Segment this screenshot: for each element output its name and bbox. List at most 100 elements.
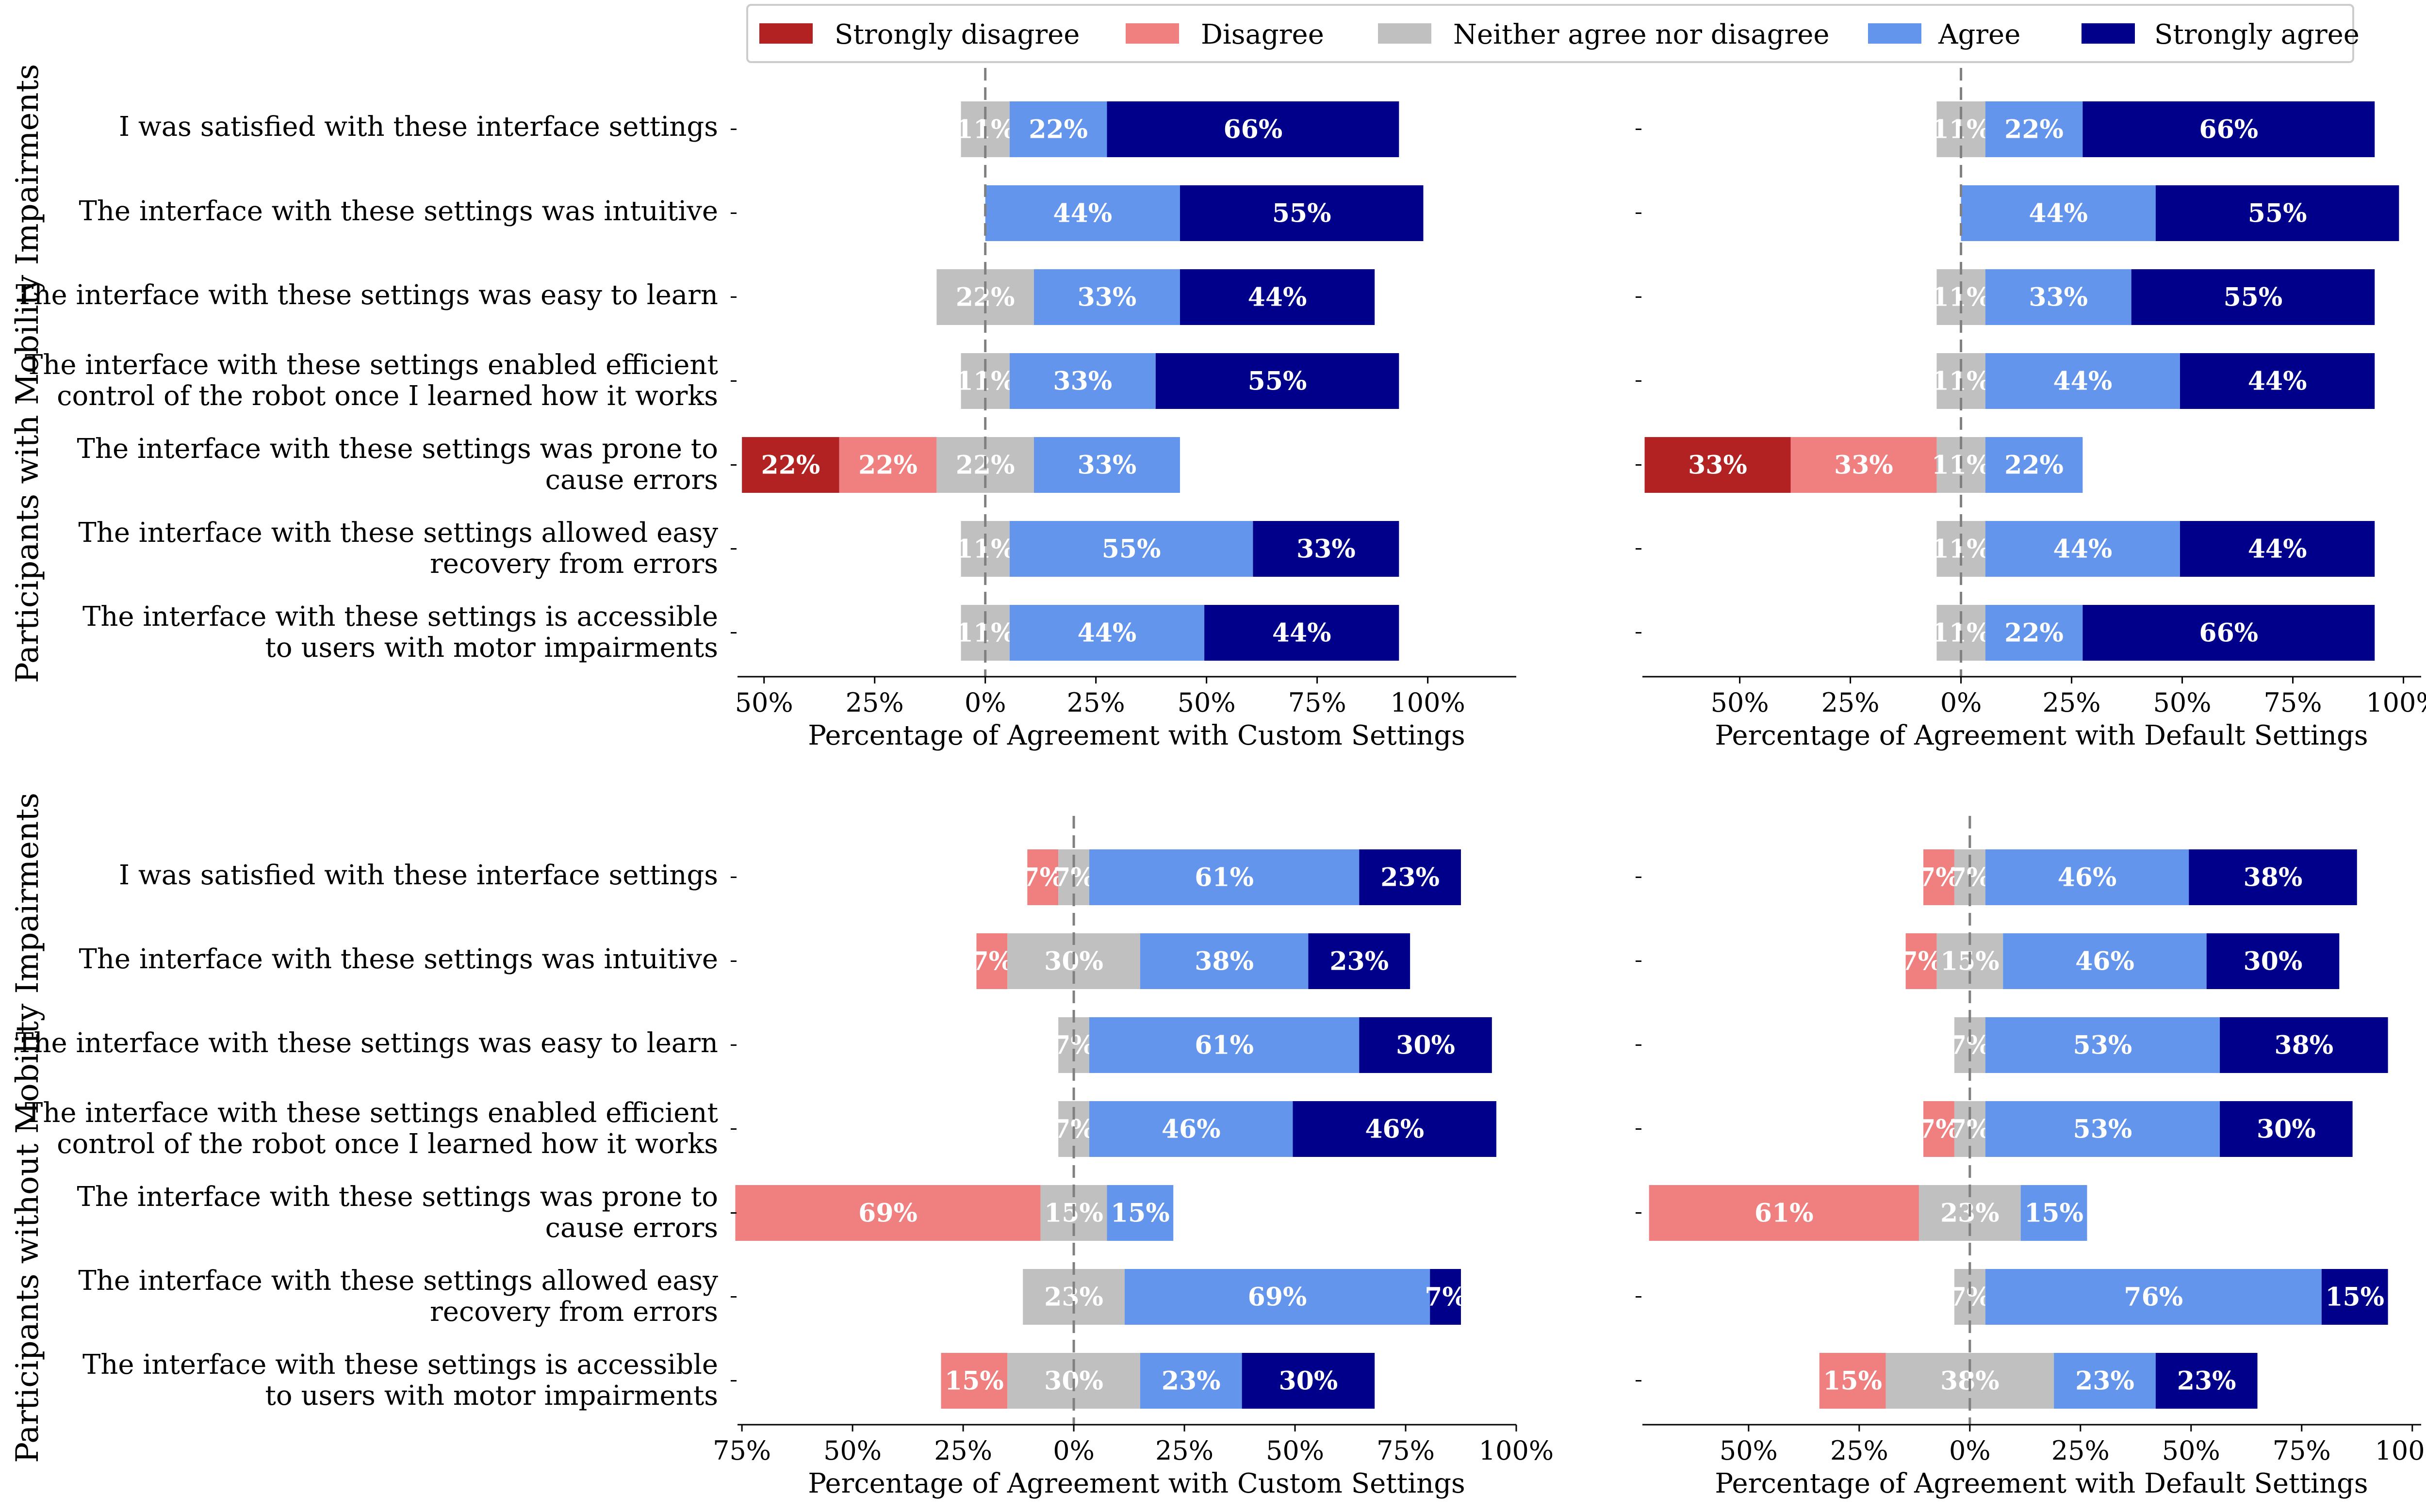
bar-value-label: 33% [1296, 535, 1356, 564]
legend-swatch-agree [1868, 23, 1921, 44]
bar-strongly-agree [2321, 1269, 2388, 1325]
bar-agree [1985, 1101, 2220, 1157]
bar-strongly-agree [1180, 185, 1424, 241]
bar-strongly-agree [2155, 1353, 2258, 1409]
bar-value-label: 76% [2124, 1283, 2183, 1312]
bar-value-label: 46% [1365, 1115, 1424, 1144]
bar-neither-agree-nor-disagree [1023, 1269, 1125, 1325]
bar-value-label: 22% [2004, 115, 2064, 145]
x-tick-label: 100% [2366, 687, 2426, 718]
bar-value-label: 22% [761, 451, 820, 480]
x-tick-label: 25% [1830, 1435, 1888, 1466]
x-tick-label: 25% [846, 687, 904, 718]
bar-value-label: 61% [1195, 1031, 1254, 1060]
x-tick-label: 100% [1479, 1435, 1554, 1466]
bar-strongly-agree [2206, 933, 2340, 989]
question-label: The interface with these settings was ea… [16, 279, 718, 311]
bar-value-label: 30% [2257, 1115, 2316, 1144]
question-label: I was satisfied with these interface set… [119, 111, 718, 143]
bar-value-label: 53% [2073, 1031, 2132, 1060]
chart-without-impairments-custom: 7%7% 61% 23%7% 30% 38% 23%7% 61% 30%7% 46% 46%69%… [713, 816, 1554, 1499]
bar-disagree [1649, 1185, 1919, 1241]
bar-agree [1985, 605, 2083, 661]
group-title-with-impairments: Participants with Mobility Impairments [10, 64, 46, 683]
x-tick-label: 50% [2162, 1435, 2220, 1466]
x-tick-label: 0% [1940, 687, 1982, 718]
x-axis-title: Percentage of Agreement with Default Set… [1715, 720, 2368, 751]
bar-value-label: 30% [1279, 1366, 1338, 1396]
legend-swatch-strongly-disagree [759, 23, 813, 44]
legend-label-neither: Neither agree nor disagree [1453, 19, 1830, 50]
x-tick-label: 50% [735, 687, 793, 718]
bar-disagree [1790, 437, 1937, 493]
x-tick-label: 25% [2051, 1435, 2110, 1466]
bar-strongly-agree [2082, 605, 2375, 661]
bar-value-label: 7% [1022, 863, 1064, 893]
bar-value-label: 44% [1078, 618, 1137, 648]
bar-value-label: 23% [1162, 1366, 1221, 1396]
bar-strongly-agree [2180, 521, 2375, 577]
x-tick-label: 50% [1711, 687, 1769, 718]
x-axis-title: Percentage of Agreement with Custom Sett… [808, 1468, 1465, 1499]
bar-disagree [941, 1353, 1008, 1409]
x-tick-label: 0% [1949, 1435, 1991, 1466]
bar-value-label: 23% [1380, 863, 1440, 893]
bar-value-label: 44% [2053, 535, 2112, 564]
bar-strongly-agree [1204, 605, 1399, 661]
bar-value-label: 44% [2248, 367, 2307, 396]
bar-value-label: 66% [1224, 115, 1283, 145]
bar-agree [1009, 605, 1205, 661]
bar-value-label: 38% [2274, 1031, 2333, 1060]
question-label: The interface with these settings enable… [25, 349, 718, 412]
x-tick-label: 0% [1053, 1435, 1095, 1466]
bar-value-label: 15% [1111, 1199, 1170, 1228]
bar-value-label: 44% [1272, 618, 1331, 648]
bar-value-label: 33% [1688, 451, 1747, 480]
question-label: The interface with these settings is acc… [82, 1349, 718, 1412]
legend-item-disagree: Disagree [1126, 19, 1324, 50]
legend: Strongly disagree Disagree Neither agree… [746, 4, 2360, 63]
bar-agree [1961, 185, 2156, 241]
bar-value-label: 55% [1272, 199, 1331, 228]
bar-value-label: 44% [2053, 367, 2112, 396]
bar-strongly-agree [1308, 933, 1410, 989]
bar-disagree [839, 437, 937, 493]
bar-value-label: 7% [1918, 1115, 1960, 1144]
bar-value-label: 44% [2248, 535, 2307, 564]
question-labels-top: I was satisfied with these interface set… [16, 111, 718, 664]
bar-value-label: 69% [858, 1199, 918, 1228]
legend-label-agree: Agree [1938, 19, 2020, 50]
x-tick-label: 75% [1288, 687, 1346, 718]
bar-strongly-agree [1155, 353, 1399, 409]
bar-agree [2020, 1185, 2087, 1241]
bar-disagree [1923, 1101, 1954, 1157]
bar-value-label: 23% [2075, 1366, 2134, 1396]
chart-with-impairments-custom: 11% 22% 66%44% 55%22% 33% 44%11% 33% 55%22% 22% 2… [731, 68, 1516, 751]
chart-with-impairments-default: 11% 22% 66%44% 55%11% 33% 55%11% 44% 44%33% 33% 1… [1636, 68, 2426, 751]
x-tick-label: 25% [1821, 687, 1880, 718]
bar-disagree [1819, 1353, 1886, 1409]
group-title-without-impairments: Participants without Mobility Impairment… [10, 793, 46, 1463]
bar-value-label: 33% [1053, 367, 1112, 396]
bar-agree [1985, 1017, 2220, 1073]
bar-strongly-disagree [742, 437, 839, 493]
question-label: The interface with these settings was in… [79, 943, 718, 975]
bar-agree [1089, 1101, 1293, 1157]
bar-value-label: 22% [858, 451, 918, 480]
question-label: The interface with these settings allowe… [78, 1265, 718, 1328]
bar-value-label: 7% [1901, 947, 1942, 976]
bar-agree [1985, 353, 2180, 409]
bar-neither-agree-nor-disagree [1936, 269, 1985, 325]
legend-item-agree: Agree [1868, 19, 2020, 50]
bar-value-label: 38% [2244, 863, 2303, 893]
bar-value-label: 44% [1248, 283, 1307, 312]
x-tick-label: 100% [1390, 687, 1465, 718]
x-tick-label: 0% [965, 687, 1006, 718]
bar-agree [1033, 269, 1180, 325]
x-tick-label: 75% [2264, 687, 2322, 718]
x-tick-label: 50% [1178, 687, 1236, 718]
bar-strongly-agree [2131, 269, 2375, 325]
question-label: The interface with these settings allowe… [78, 517, 718, 580]
bar-neither-agree-nor-disagree [961, 521, 1010, 577]
legend-label-strongly-disagree: Strongly disagree [835, 19, 1080, 50]
